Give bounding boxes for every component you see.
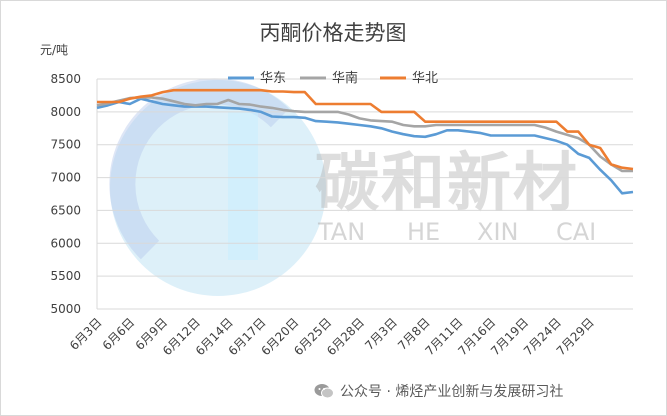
watermark-en-2: HE xyxy=(407,218,440,246)
x-tick-labels: 6月3日6月6日6月9日6月12日6月14日6月17日6月20日6月25日6月2… xyxy=(67,315,597,358)
gridlines xyxy=(96,78,633,310)
watermark-en-3: XIN xyxy=(477,218,518,246)
watermark-en-4: CAI xyxy=(556,218,596,246)
legend: 华东 华南 华北 xyxy=(228,70,438,86)
y-tick-label: 7000 xyxy=(50,171,81,185)
series-line-3 xyxy=(97,88,634,171)
footer-text: 公众号 · 烯烃产业创新与发展研习社 xyxy=(340,384,564,400)
watermark: 碳和新材 TAN HE XIN CAI xyxy=(109,78,596,296)
wechat-icon xyxy=(314,384,334,399)
watermark-logo-icon xyxy=(110,80,326,296)
y-tick-label: 5500 xyxy=(50,269,81,283)
series-line-1 xyxy=(96,97,634,195)
y-tick-label: 8500 xyxy=(50,72,81,86)
x-tick-label: 6月3日 xyxy=(67,315,105,353)
y-tick-label: 6000 xyxy=(50,236,81,250)
chart-title: 丙酮价格走势图 xyxy=(260,21,407,45)
y-tick-label: 5000 xyxy=(50,302,81,316)
legend-label-3: 华北 xyxy=(412,71,438,86)
y-tick-label: 8000 xyxy=(50,105,81,119)
series-lines xyxy=(96,88,634,195)
y-tick-label: 7500 xyxy=(50,138,81,152)
y-tick-label: 6500 xyxy=(50,203,81,217)
legend-label-2: 华南 xyxy=(332,70,358,86)
x-tick-label: 7月3日 xyxy=(362,315,400,353)
y-axis-unit: 元/吨 xyxy=(40,43,68,57)
y-tick-labels: 5000 5500 6000 6500 7000 7500 8000 8500 xyxy=(50,72,81,316)
watermark-en-1: TAN xyxy=(317,218,365,246)
legend-label-1: 华东 xyxy=(260,71,286,86)
footer: 公众号 · 烯烃产业创新与发展研习社 xyxy=(314,380,563,402)
series-line-2 xyxy=(96,96,633,173)
x-tick-label: 6月6日 xyxy=(100,315,138,353)
watermark-cn: 碳和新材 xyxy=(315,147,579,221)
